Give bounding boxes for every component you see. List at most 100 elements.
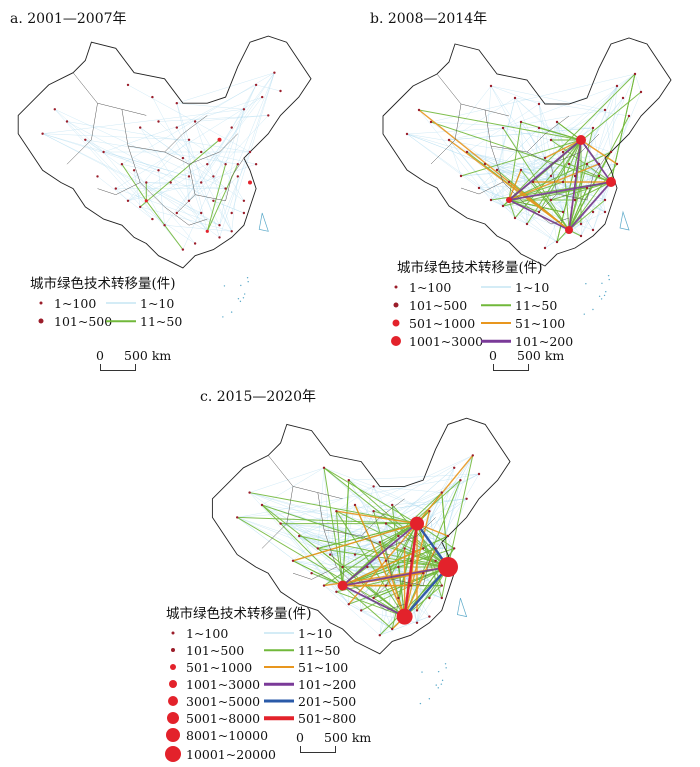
city-point xyxy=(519,120,523,124)
flow-line-1-10 xyxy=(634,73,642,93)
flow-line-1-10 xyxy=(373,486,442,493)
city-point xyxy=(477,472,481,476)
legend-line-label: 1~10 xyxy=(515,279,550,295)
province-boundaries xyxy=(261,455,443,611)
island-point xyxy=(441,679,444,682)
legend-point-row: 3001~5000 xyxy=(160,692,260,710)
legend-line-label: 51~100 xyxy=(298,659,349,675)
city-points-group xyxy=(405,72,643,250)
flow-line-11-50 xyxy=(562,139,582,183)
flow-line-1-10 xyxy=(361,610,393,630)
flow-line-11-50 xyxy=(323,467,418,525)
city-point xyxy=(501,126,505,130)
flow-line-1-10 xyxy=(416,585,443,623)
city-point xyxy=(397,534,400,538)
city-point xyxy=(360,609,363,612)
flow-line-1-10 xyxy=(176,84,257,128)
flow-line-1-10 xyxy=(330,548,405,555)
legend-line-label: 501~800 xyxy=(298,710,357,726)
hub-city-point xyxy=(217,137,222,142)
city-point xyxy=(579,234,583,238)
flow-line-1-10 xyxy=(42,133,220,226)
city-point xyxy=(440,491,443,494)
city-point xyxy=(537,102,541,106)
flow-line-1-10 xyxy=(373,455,473,512)
legend-point-label: 101~500 xyxy=(409,297,468,313)
city-point xyxy=(561,210,565,214)
city-point xyxy=(181,248,185,251)
flow-line-1-10 xyxy=(336,504,356,512)
legend-line-label: 1~10 xyxy=(298,625,333,641)
city-point xyxy=(193,120,197,123)
flow-line-1-10 xyxy=(194,121,245,201)
flow-line-1-10 xyxy=(502,127,552,141)
flow-line-1-10 xyxy=(435,455,474,561)
china-map xyxy=(211,417,511,705)
flow-line-51-100 xyxy=(544,139,582,159)
legend-point-label: 501~1000 xyxy=(186,659,253,675)
flow-line-11-50 xyxy=(237,516,418,525)
flow-line-11-50 xyxy=(416,523,443,586)
city-point xyxy=(531,180,535,184)
city-point xyxy=(218,224,221,227)
city-point xyxy=(585,162,589,166)
city-point xyxy=(175,126,178,129)
flow-line-1-10 xyxy=(406,133,480,189)
legend-line-label: 11~50 xyxy=(140,313,183,329)
flow-line-1-10 xyxy=(146,182,226,189)
flow-line-1-10 xyxy=(550,73,636,141)
legend-point-row: 10001~20000 xyxy=(160,745,276,763)
legend-line-row: 11~50 xyxy=(481,296,557,314)
panel-title: c. 2015—2020年 xyxy=(200,389,316,405)
flow-line-1-10 xyxy=(448,85,492,141)
city-point xyxy=(212,175,215,178)
flow-line-1-10 xyxy=(66,121,214,202)
flow-line-1-10 xyxy=(188,115,269,201)
city-point xyxy=(341,565,344,569)
city-point xyxy=(206,163,209,166)
scale-label: 500 km xyxy=(517,348,565,363)
flow-line-1-10 xyxy=(219,109,245,226)
scale-zero: 0 xyxy=(296,730,304,745)
city-point xyxy=(224,187,227,190)
flow-line-1-10 xyxy=(249,492,418,611)
flow-line-1-10 xyxy=(490,97,516,201)
legend-point-label: 1~100 xyxy=(54,295,97,311)
flow-line-1-10 xyxy=(42,133,202,214)
flow-line-1-10 xyxy=(261,504,399,599)
island-point xyxy=(223,285,226,287)
city-point xyxy=(126,199,130,202)
legend-point-row: 5001~8000 xyxy=(160,709,260,727)
flow-line-1-10 xyxy=(418,109,492,201)
city-point xyxy=(378,541,381,544)
flow-line-11-50 xyxy=(508,151,612,201)
flow-line-1-10 xyxy=(231,72,275,214)
taiwan-island xyxy=(456,597,468,618)
city-point xyxy=(236,516,239,519)
flow-line-11-50 xyxy=(342,585,393,630)
city-point xyxy=(353,553,357,556)
city-point xyxy=(163,224,166,227)
city-point xyxy=(230,126,233,129)
flow-line-1-10 xyxy=(616,73,636,87)
flow-line-1-10 xyxy=(448,97,516,141)
city-point xyxy=(555,240,559,244)
hub-city-point xyxy=(337,580,348,591)
city-point xyxy=(483,162,487,166)
city-point xyxy=(513,96,517,100)
city-point xyxy=(114,187,118,190)
island-point xyxy=(242,297,245,299)
province-boundaries xyxy=(430,73,606,225)
city-point xyxy=(591,228,595,232)
legend-point-label: 101~500 xyxy=(54,313,113,329)
flow-line-11-50 xyxy=(342,492,443,586)
flow-line-11-50 xyxy=(430,121,612,183)
flow-line-1-10 xyxy=(373,486,430,512)
city-point xyxy=(267,114,270,117)
flow-line-11-50 xyxy=(261,504,343,586)
city-point xyxy=(603,210,607,214)
city-point xyxy=(549,198,553,202)
city-point xyxy=(65,120,69,123)
legend-point-label: 8001~10000 xyxy=(186,727,269,743)
flow-line-1-10 xyxy=(342,566,411,586)
